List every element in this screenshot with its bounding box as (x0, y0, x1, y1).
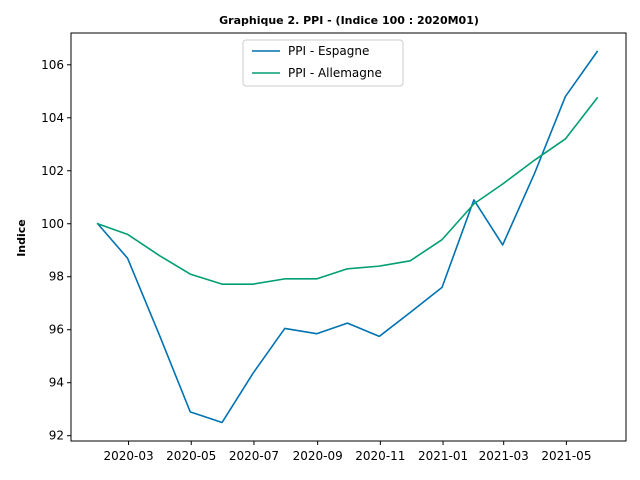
x-tick-label: 2021-03 (479, 449, 529, 463)
series-layer (96, 50, 599, 424)
y-tick-label: 106 (41, 58, 64, 72)
y-tick-label: 100 (41, 217, 64, 231)
y-tick-label: 92 (49, 429, 64, 443)
y-axis-label: Indice (15, 219, 28, 257)
x-tick-label: 2020-03 (103, 449, 153, 463)
chart-title: Graphique 2. PPI - (Indice 100 : 2020M01… (219, 14, 479, 27)
x-tick-label: 2021-01 (418, 449, 468, 463)
x-axis: 2020-03 2020-05 2020-07 2020-09 2020-11 2021-… (103, 441, 591, 463)
x-tick-label: 2020-05 (166, 449, 216, 463)
y-tick-label: 96 (49, 323, 64, 337)
x-tick-label: 2020-09 (293, 449, 343, 463)
legend: PPI - Espagne PPI - Allemagne (242, 39, 404, 87)
legend-label-1: PPI - Espagne (288, 44, 369, 58)
y-tick-label: 98 (49, 270, 64, 284)
x-tick-label: 2021-05 (541, 449, 591, 463)
x-tick-label: 2020-11 (355, 449, 405, 463)
plot-area-frame (70, 32, 627, 442)
x-tick-label: 2020-07 (229, 449, 279, 463)
y-tick-label: 104 (41, 111, 64, 125)
series-line-2 (96, 96, 599, 285)
y-axis: 92 94 96 98 100 102 104 106 (41, 58, 71, 443)
y-tick-label: 102 (41, 164, 64, 178)
series-line-1 (96, 50, 599, 424)
y-tick-label: 94 (49, 376, 64, 390)
legend-label-2: PPI - Allemagne (288, 66, 382, 80)
legend-box (242, 39, 404, 87)
